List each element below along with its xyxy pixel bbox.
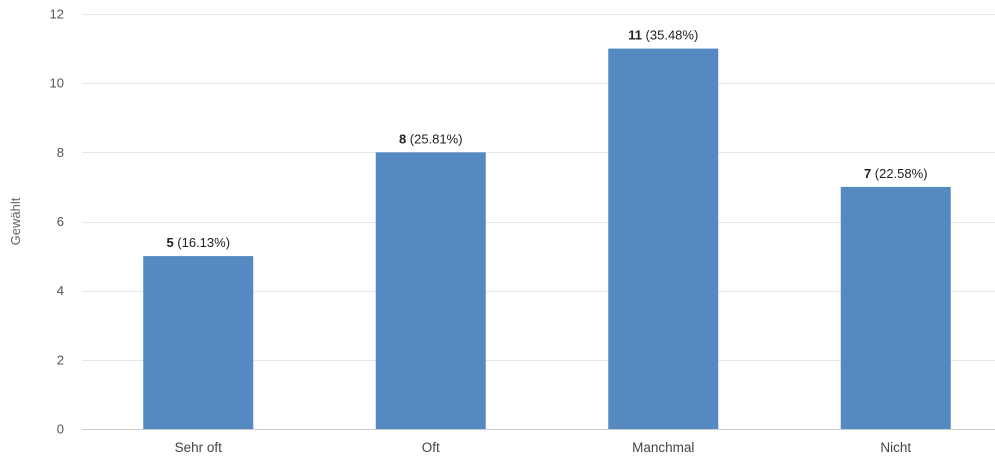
bars (143, 48, 951, 430)
data-label-percent: (25.81%) (406, 131, 462, 146)
data-label: 7 (22.58%) (864, 166, 928, 181)
x-category-label: Nicht (880, 440, 911, 455)
y-axis-ticks: 0 2 4 6 8 10 12 (50, 7, 64, 437)
data-label: 5 (16.13%) (166, 235, 230, 250)
data-label-value: 5 (166, 235, 173, 250)
data-label: 11 (35.48%) (628, 28, 698, 43)
data-label-value: 7 (864, 166, 871, 181)
y-tick-label: 0 (57, 422, 64, 437)
y-tick-label: 6 (57, 214, 64, 229)
y-tick-label: 4 (57, 283, 64, 298)
data-label-percent: (35.48%) (642, 28, 698, 43)
y-tick-label: 2 (57, 352, 64, 367)
data-label-value: 11 (628, 28, 642, 43)
x-axis-categories: Sehr oft Oft Manchmal Nicht (175, 440, 912, 455)
y-axis-title: Gewählt (8, 197, 23, 245)
bar-oft (375, 152, 486, 430)
x-category-label: Oft (422, 440, 440, 455)
y-tick-label: 10 (50, 76, 64, 91)
data-label-percent: (22.58%) (871, 166, 927, 181)
y-tick-label: 8 (57, 145, 64, 160)
bar-nicht (840, 186, 951, 429)
data-labels: 5 (16.13%) 8 (25.81%) 11 (35.48%) 7 (22.58%… (166, 28, 928, 250)
y-tick-label: 12 (50, 7, 64, 22)
data-label-value: 8 (399, 131, 406, 146)
bar-sehr-oft (143, 256, 254, 429)
x-category-label: Manchmal (632, 440, 694, 455)
x-category-label: Sehr oft (175, 440, 223, 455)
bar-manchmal (608, 48, 719, 429)
data-label: 8 (25.81%) (399, 131, 463, 146)
data-label-percent: (16.13%) (174, 235, 230, 250)
